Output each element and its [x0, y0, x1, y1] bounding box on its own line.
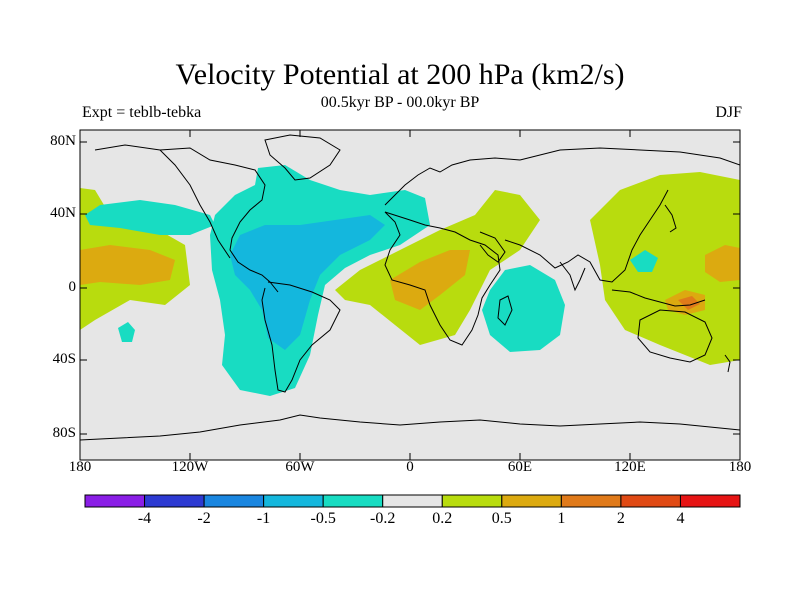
- lat-label-80n: 80N: [50, 133, 76, 149]
- colorbar-tick-label: 4: [676, 510, 685, 527]
- colorbar-tick-label: -0.5: [310, 510, 336, 527]
- coast-africa: [384, 211, 501, 346]
- positive-region-east-asia-pacific: [590, 172, 740, 365]
- colorbar-swatch: [144, 494, 205, 508]
- coast-india: [559, 261, 586, 292]
- negative-region-south-pacific-blob: [118, 322, 135, 342]
- plot-title: Velocity Potential at 200 hPa (km2/s): [175, 58, 625, 91]
- negative-region-indian-ocean: [482, 265, 565, 352]
- colorbar-swatch: [501, 494, 562, 508]
- colorbar-swatch: [620, 494, 681, 508]
- colorbar-tick-label: -4: [137, 510, 152, 527]
- positive-region-africa-core: [390, 250, 470, 310]
- coast-north-america: [94, 144, 279, 293]
- lon-label-60w: 60W: [285, 459, 315, 475]
- colorbar-tick-label: 1: [557, 510, 566, 527]
- colorbar-tick-label: 2: [616, 510, 625, 527]
- lon-label-120w: 120W: [171, 459, 209, 475]
- coast-australia: [637, 309, 713, 363]
- season-label: DJF: [715, 104, 742, 121]
- colorbar-swatch: [382, 494, 443, 508]
- negative-region-americas-core: [230, 215, 385, 350]
- experiment-label: Expt = teblb-tebka: [82, 104, 202, 121]
- colorbar-tick-label: 0.2: [432, 510, 453, 527]
- lat-label-40n: 40N: [50, 205, 76, 221]
- coast-greenland: [264, 134, 341, 181]
- lon-label-180w: 180: [68, 459, 92, 475]
- coast-new-zealand: [724, 354, 731, 373]
- lon-label-60e: 60E: [507, 459, 533, 475]
- positive-region-central-pacific: [80, 245, 175, 285]
- lon-label-120e: 120E: [614, 459, 646, 475]
- colorbar-swatch: [84, 494, 146, 508]
- period-label: 00.5kyr BP - 00.0kyr BP: [320, 94, 480, 111]
- coastlines: [80, 134, 740, 441]
- colorbar-swatch: [263, 494, 324, 508]
- colorbar-swatch: [441, 494, 503, 508]
- lon-label-0: 0: [406, 459, 414, 475]
- coast-maritime: [611, 289, 706, 307]
- coast-europe: [384, 157, 521, 206]
- colorbar-tick-label: -1: [256, 510, 271, 527]
- coast-madagascar: [497, 295, 513, 326]
- coast-north-america-west: [159, 149, 231, 259]
- axis-ticks: [79, 130, 741, 460]
- lat-label-eq: 0: [68, 279, 77, 295]
- coast-asia: [519, 147, 740, 166]
- positive-region-maritime-peak: [678, 296, 700, 310]
- coast-japan: [664, 204, 677, 233]
- lat-label-80s: 80S: [52, 425, 76, 441]
- colorbar-swatch: [322, 494, 384, 508]
- colorbar-tick-label: -2: [197, 510, 211, 527]
- coast-south-america: [261, 281, 341, 393]
- lat-label-40s: 40S: [52, 351, 76, 367]
- coast-asia-south: [504, 189, 669, 283]
- contour-fills: [80, 134, 740, 441]
- colorbar: [84, 494, 741, 508]
- coast-arabia: [479, 231, 506, 263]
- coast-antarctica: [80, 414, 740, 441]
- colorbar-swatch: [203, 494, 265, 508]
- colorbar-swatch: [679, 494, 741, 508]
- positive-region-west-pacific-core: [705, 245, 740, 282]
- colorbar-swatch: [560, 494, 622, 508]
- colorbar-tick-label: -0.2: [370, 510, 396, 527]
- colorbar-tick-label: 0.5: [491, 510, 512, 527]
- negative-region-east-asia-blob: [630, 250, 658, 272]
- lon-label-180e: 180: [728, 459, 752, 475]
- negative-region-north-america: [85, 200, 215, 235]
